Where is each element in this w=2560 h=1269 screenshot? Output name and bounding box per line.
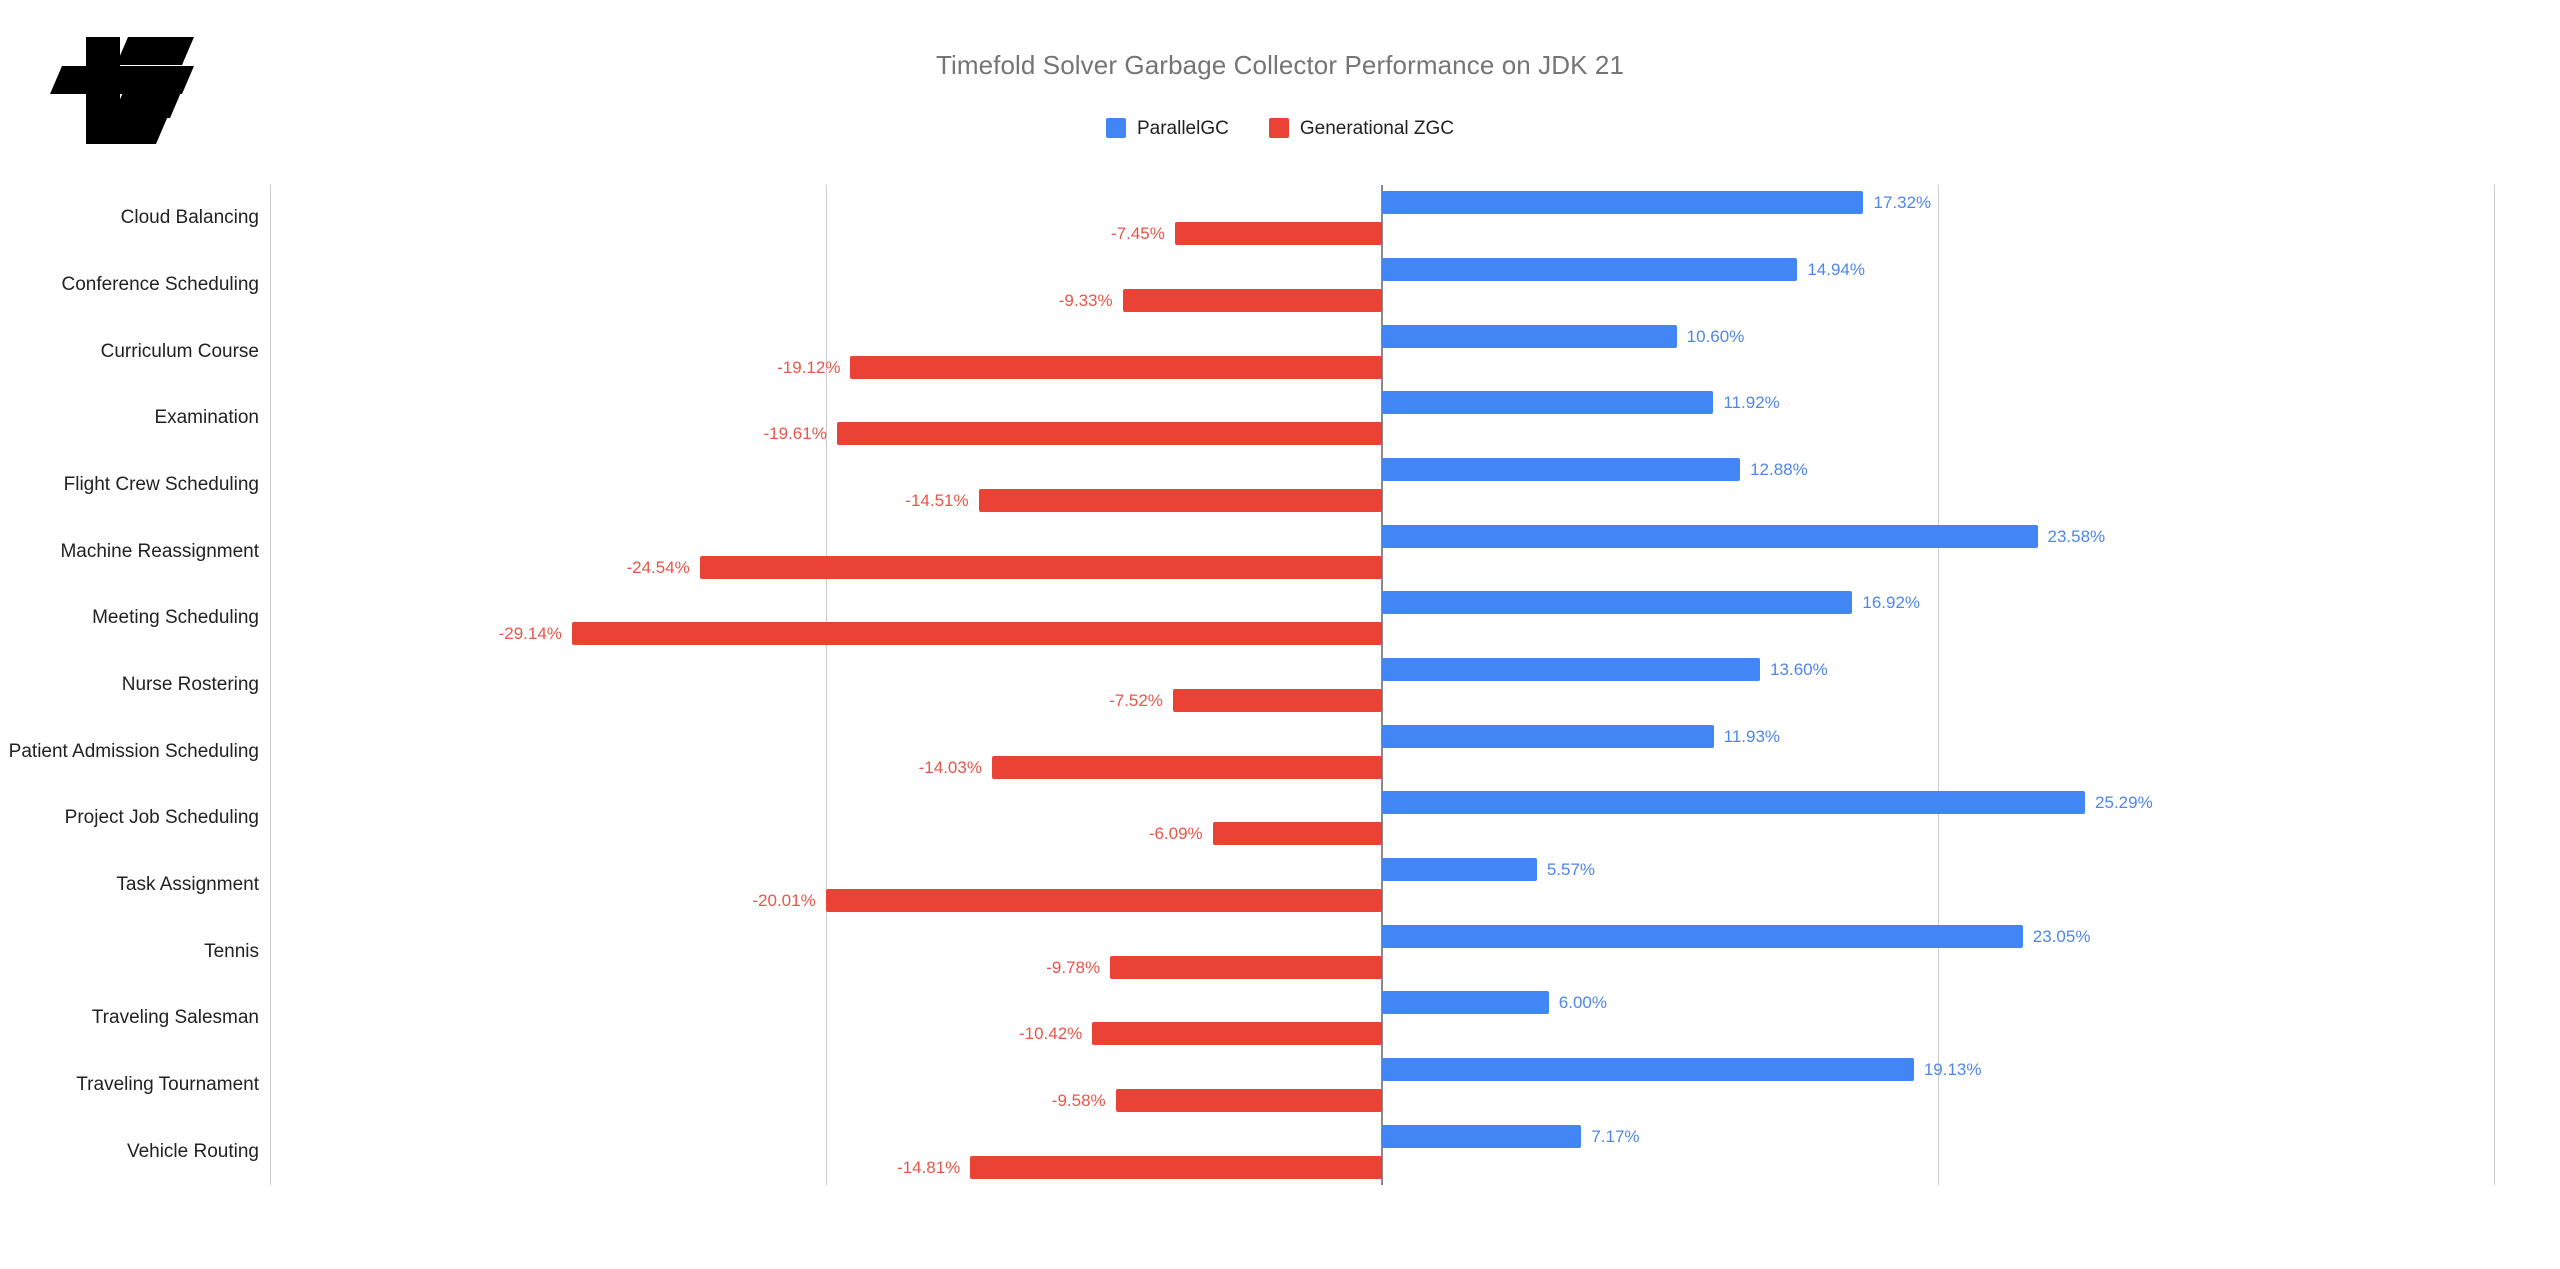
y-axis-category-label: Conference Scheduling [61,274,259,295]
bar-parallelgc[interactable] [1382,391,1714,415]
bar-parallelgc[interactable] [1382,1124,1582,1148]
bar-value-label-generational-zgc: -10.42% [1018,1024,1083,1044]
bar-value-label-parallelgc: 23.58% [2047,526,2106,546]
y-axis-category-label: Patient Admission Scheduling [8,740,259,762]
legend-swatch-parallelgc [1105,118,1126,138]
timefold-logo-icon [50,37,194,144]
y-axis-category-label: Nurse Rostering [121,674,259,695]
bar-generational-zgc[interactable] [850,355,1382,379]
plot-area: -40.00%-20.00%0.00%20.00%40.00%17.32%-7.… [270,185,2495,1185]
chart-legend: ParallelGC Generational ZGC [0,118,2560,138]
bar-value-label-generational-zgc: -19.12% [777,357,841,377]
bar-generational-zgc[interactable] [1092,1022,1382,1046]
bar-generational-zgc[interactable] [1122,289,1382,312]
bar-value-label-generational-zgc: -29.14% [498,624,562,644]
bar-parallelgc[interactable] [1382,524,2038,548]
bar-value-label-generational-zgc: -7.45% [1111,224,1165,244]
bar-parallelgc[interactable] [1382,858,1537,881]
bar-generational-zgc[interactable] [991,755,1382,779]
gridline-20 [1938,185,1939,1185]
y-axis-category-label: Meeting Scheduling [92,607,259,629]
bar-parallelgc[interactable] [1382,991,1549,1015]
legend-item-generational-zgc[interactable]: Generational ZGC [1268,117,1455,139]
bar-parallelgc[interactable] [1382,924,2023,948]
bar-value-label-generational-zgc: -9.58% [1051,1091,1106,1110]
bar-value-label-generational-zgc: -9.33% [1058,291,1113,310]
bar-generational-zgc[interactable] [571,622,1382,646]
bar-generational-zgc[interactable] [836,422,1382,446]
bar-value-label-generational-zgc: -19.61% [763,424,827,444]
bar-value-label-parallelgc: 11.92% [1723,393,1780,413]
bar-value-label-parallelgc: 7.17% [1591,1126,1640,1146]
bar-value-label-parallelgc: 13.60% [1770,660,1828,679]
y-axis-category-label: Traveling Tournament [76,1074,259,1095]
gridline-40 [2494,185,2495,1185]
bar-parallelgc[interactable] [1382,258,1798,281]
legend-label-parallelgc: ParallelGC [1136,117,1229,139]
bar-value-label-generational-zgc: -9.78% [1046,957,1101,977]
bar-generational-zgc[interactable] [1172,689,1382,712]
bar-generational-zgc[interactable] [825,889,1382,912]
bar-parallelgc[interactable] [1382,458,1741,481]
y-axis-category-label: Tennis [204,940,259,962]
y-axis-category-label: Task Assignment [116,874,259,895]
bar-value-label-generational-zgc: -6.09% [1148,824,1203,844]
bar-parallelgc[interactable] [1382,658,1761,681]
bar-parallelgc[interactable] [1382,191,1864,215]
bar-value-label-parallelgc: 19.13% [1923,1060,1982,1079]
page-title: Timefold Solver Garbage Collector Perfor… [935,50,1625,80]
bar-value-label-parallelgc: 10.60% [1686,326,1745,346]
bar-value-label-generational-zgc: -20.01% [752,891,816,910]
bar-value-label-parallelgc: 16.92% [1862,593,1921,613]
bar-parallelgc[interactable] [1382,791,2086,815]
bar-generational-zgc[interactable] [970,1155,1382,1179]
bar-value-label-parallelgc: 12.88% [1750,460,1808,479]
y-axis-category-label: Examination [154,407,259,429]
y-axis-category-label: Curriculum Course [100,340,259,362]
bar-value-label-parallelgc: 5.57% [1546,860,1596,879]
bar-value-label-parallelgc: 23.05% [2032,926,2091,946]
bar-parallelgc[interactable] [1382,591,1853,615]
y-axis-category-label: Project Job Scheduling [64,807,259,829]
y-axis-category-label: Machine Reassignment [60,540,259,562]
bar-generational-zgc[interactable] [978,489,1382,512]
bar-value-label-parallelgc: 25.29% [2095,793,2153,813]
bar-value-label-generational-zgc: -14.03% [918,757,982,777]
legend-swatch-generational-zgc [1268,118,1289,138]
bar-generational-zgc[interactable] [1212,822,1382,846]
zero-axis-line [1381,185,1383,1185]
legend-item-parallelgc[interactable]: ParallelGC [1105,117,1229,139]
y-axis-category-label: Vehicle Routing [126,1140,259,1162]
legend-label-generational-zgc: Generational ZGC [1299,117,1455,139]
bar-value-label-generational-zgc: -14.81% [896,1157,961,1177]
y-axis-category-label: Traveling Salesman [91,1007,259,1029]
bar-generational-zgc[interactable] [1115,1089,1382,1112]
y-axis-category-label: Flight Crew Scheduling [63,474,259,495]
gridline--20 [826,185,827,1185]
bar-parallelgc[interactable] [1382,324,1677,348]
bar-parallelgc[interactable] [1382,1058,1914,1081]
bar-value-label-parallelgc: 17.32% [1873,193,1932,213]
bar-value-label-generational-zgc: -7.52% [1109,691,1163,710]
y-axis-category-label: Cloud Balancing [120,207,259,229]
bar-generational-zgc[interactable] [699,555,1382,579]
bar-value-label-generational-zgc: -24.54% [626,557,690,577]
bar-value-label-parallelgc: 11.93% [1723,726,1781,746]
bar-generational-zgc[interactable] [1110,955,1382,979]
gridline--40 [270,185,271,1185]
bar-value-label-generational-zgc: -14.51% [905,491,969,510]
bar-value-label-parallelgc: 14.94% [1807,260,1865,279]
bar-value-label-parallelgc: 6.00% [1558,993,1607,1013]
bar-generational-zgc[interactable] [1174,222,1382,246]
bar-parallelgc[interactable] [1382,724,1714,748]
